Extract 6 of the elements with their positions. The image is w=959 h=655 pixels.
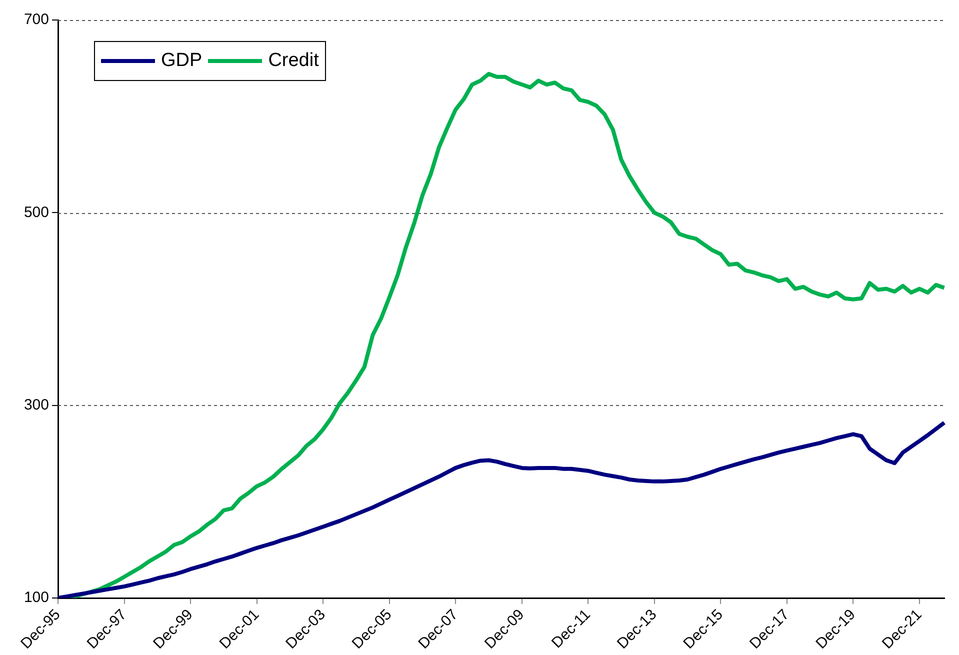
y-tick-label: 700 xyxy=(24,11,49,28)
y-tick-label: 100 xyxy=(24,589,49,606)
y-tick-label: 500 xyxy=(24,204,49,221)
y-tick-label: 300 xyxy=(24,396,49,414)
legend-label: GDP xyxy=(161,50,202,72)
legend-label: Credit xyxy=(268,50,319,72)
